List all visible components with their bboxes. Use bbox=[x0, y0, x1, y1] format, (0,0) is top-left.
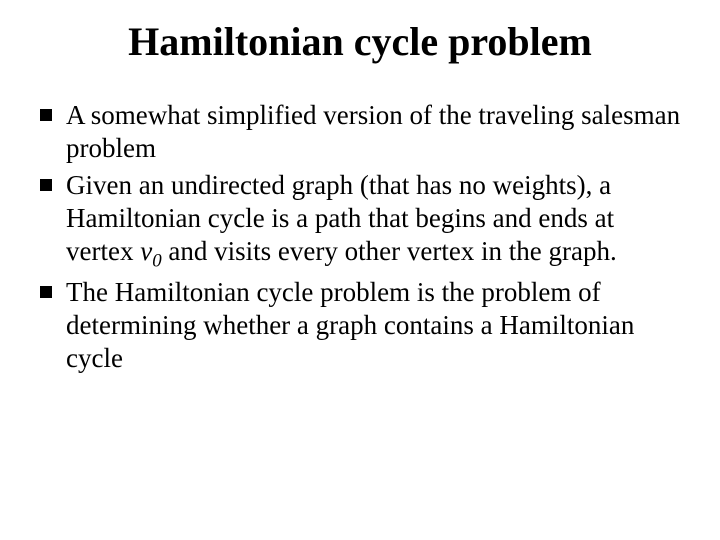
variable-subscript-0: 0 bbox=[152, 250, 161, 271]
bullet-text: The Hamiltonian cycle problem is the pro… bbox=[66, 277, 634, 373]
bullet-text: A somewhat simplified version of the tra… bbox=[66, 100, 680, 163]
slide-title: Hamiltonian cycle problem bbox=[36, 18, 684, 65]
variable-v: v bbox=[140, 236, 152, 266]
bullet-item: A somewhat simplified version of the tra… bbox=[36, 99, 684, 165]
bullet-list: A somewhat simplified version of the tra… bbox=[36, 99, 684, 375]
bullet-item: The Hamiltonian cycle problem is the pro… bbox=[36, 276, 684, 375]
bullet-item: Given an undirected graph (that has no w… bbox=[36, 169, 684, 272]
bullet-text-suffix: and visits every other vertex in the gra… bbox=[162, 236, 617, 266]
